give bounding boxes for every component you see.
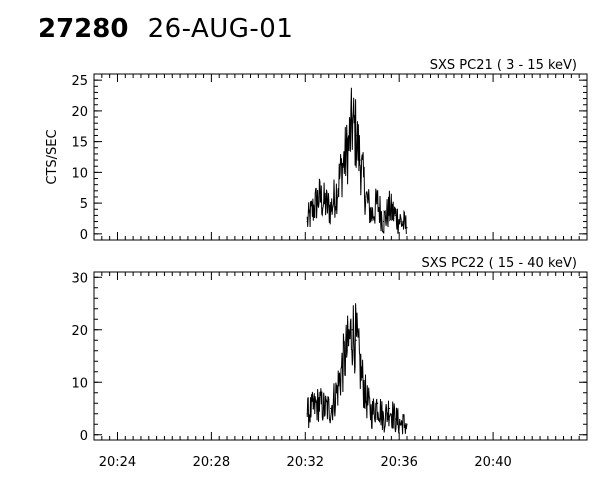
plot-frame-2 [93, 271, 588, 441]
y-tick-label: 0 [80, 429, 88, 444]
data-point [335, 392, 338, 394]
data-point [330, 208, 332, 210]
data-point [306, 220, 308, 223]
data-point [382, 220, 385, 223]
data-point [330, 407, 332, 410]
series-line-2 [306, 303, 408, 435]
observation-date: 26-AUG-01 [147, 14, 294, 44]
data-point [318, 196, 320, 198]
series-line-1 [306, 87, 407, 235]
data-point [355, 134, 357, 137]
data-point [394, 418, 396, 420]
x-tick-label: 20:32 [287, 455, 324, 470]
y-tick-label: 10 [71, 376, 88, 391]
y-axis-label: CTS/SEC [45, 129, 60, 184]
data-point [406, 423, 408, 425]
y-tick-label: 10 [71, 166, 88, 181]
panel-title-2: SXS PC22 ( 15 - 40 keV) [421, 256, 577, 271]
y-tick-label: 0 [80, 228, 88, 243]
data-point [388, 407, 391, 410]
data-point [377, 202, 379, 204]
x-tick-label: 20:24 [99, 455, 136, 470]
data-point [400, 220, 402, 223]
data-point [306, 413, 308, 415]
x-tick-label: 20:36 [380, 455, 417, 470]
data-point [341, 165, 344, 167]
y-tick-label: 20 [71, 324, 88, 339]
data-point [400, 423, 402, 425]
data-point [335, 190, 338, 192]
data-point [394, 214, 396, 217]
y-tick-label: 5 [80, 197, 88, 212]
data-point [371, 214, 373, 217]
data-point [365, 196, 367, 198]
data-point [355, 339, 357, 341]
y-tick-label: 30 [71, 271, 88, 286]
data-point [359, 365, 361, 368]
data-point [371, 413, 373, 415]
data-point [324, 407, 326, 410]
data-point [341, 365, 344, 368]
data-point [324, 202, 326, 204]
panel-title-1: SXS PC21 ( 3 - 15 keV) [430, 58, 577, 73]
data-point [312, 407, 314, 410]
data-point [359, 159, 361, 161]
data-point [382, 418, 385, 420]
observation-id: 27280 [38, 14, 129, 44]
data-point [351, 329, 353, 331]
y-tick-label: 25 [71, 74, 88, 89]
data-point [377, 402, 379, 404]
x-tick-label: 20:40 [474, 455, 511, 470]
data-point [365, 397, 367, 399]
data-point [406, 227, 408, 229]
plot-frame-1 [93, 73, 588, 241]
x-tick-label: 20:28 [193, 455, 230, 470]
chart-header: 27280 26-AUG-01 [38, 14, 293, 50]
data-point [312, 208, 314, 210]
y-tick-label: 15 [71, 136, 88, 151]
data-point [318, 402, 320, 404]
data-point [388, 208, 391, 210]
data-point [347, 344, 349, 347]
y-tick-label: 20 [71, 105, 88, 120]
data-point [347, 147, 349, 149]
data-point [351, 122, 353, 124]
